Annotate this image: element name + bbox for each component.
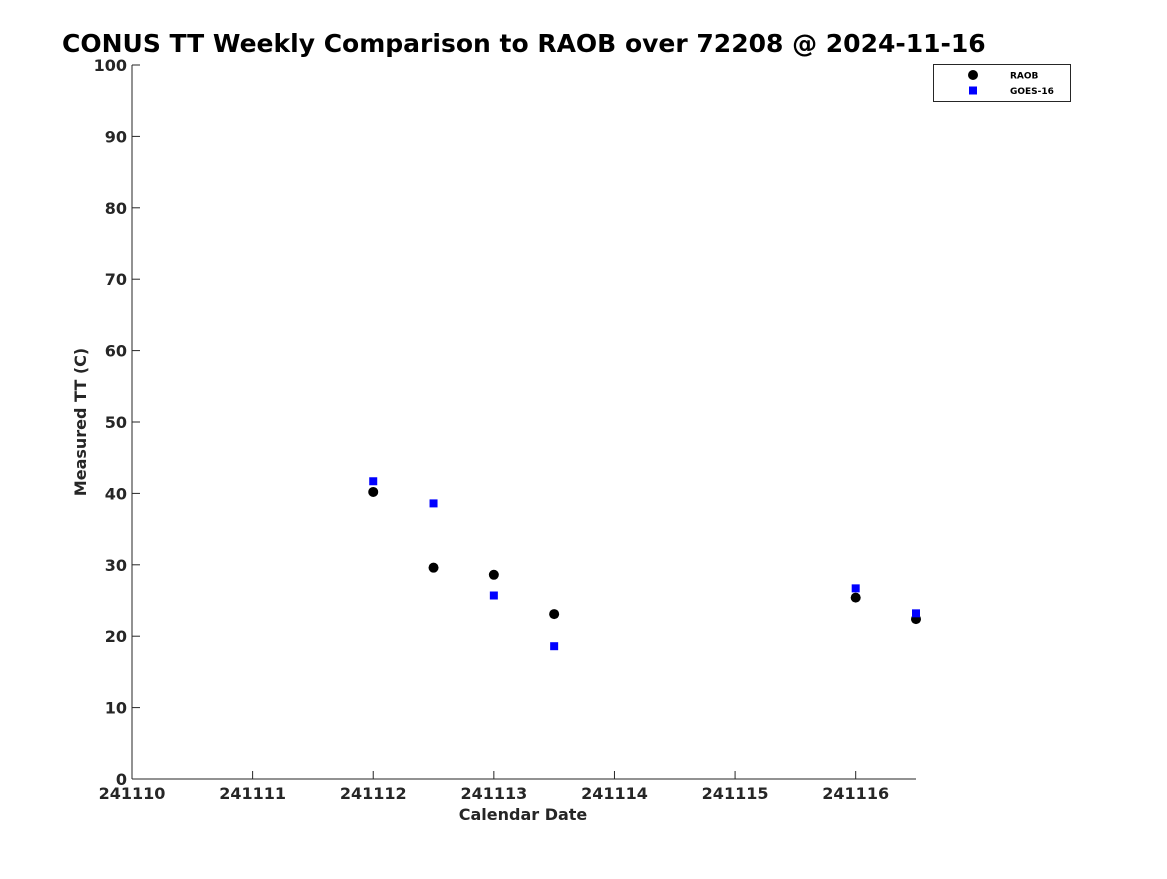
goes16-point — [369, 477, 378, 486]
goes16-point — [550, 642, 559, 651]
raob-point — [488, 569, 499, 580]
y-tick-label: 10 — [105, 699, 127, 718]
ticks: 0 10 20 30 40 50 60 70 80 90 100 241110 241111 241112… — [94, 56, 889, 803]
y-tick-label: 60 — [105, 342, 127, 361]
y-axis-label: Measured TT (C) — [71, 348, 90, 496]
y-tick-label: 30 — [105, 556, 127, 575]
x-tick-label: 241114 — [581, 784, 648, 803]
raob-point — [850, 592, 861, 603]
legend-box — [933, 64, 1071, 102]
x-tick-label: 241115 — [702, 784, 769, 803]
legend-label: RAOB — [1010, 72, 1039, 82]
x-tick-label: 241113 — [460, 784, 527, 803]
raob-point — [549, 609, 560, 620]
goes16-point — [489, 591, 498, 600]
axes — [131, 65, 916, 780]
y-tick-label: 70 — [105, 270, 127, 289]
x-axis-label: Calendar Date — [459, 805, 588, 824]
y-tick-label: 100 — [94, 56, 127, 75]
y-tick-label: 40 — [105, 484, 127, 503]
raob-point — [368, 486, 379, 497]
x-tick-label: 241110 — [99, 784, 166, 803]
goes16-point — [851, 584, 860, 593]
goes16-point — [429, 499, 438, 508]
legend: RAOB GOES-16 — [933, 64, 1071, 102]
goes16-point — [912, 609, 920, 618]
chart-title: CONUS TT Weekly Comparison to RAOB over … — [62, 29, 986, 58]
x-tick-label: 241112 — [340, 784, 407, 803]
legend-label: GOES-16 — [1010, 87, 1054, 97]
y-tick-label: 50 — [105, 413, 127, 432]
legend-marker-raob — [968, 70, 978, 80]
data-points — [368, 477, 921, 651]
x-tick-label: 241111 — [219, 784, 286, 803]
y-tick-label: 90 — [105, 127, 127, 146]
y-tick-label: 20 — [105, 627, 127, 646]
x-tick-label: 241116 — [822, 784, 889, 803]
raob-point — [428, 562, 439, 573]
y-tick-label: 80 — [105, 199, 127, 218]
legend-marker-goes16 — [969, 86, 977, 95]
y-tick-label: 0 — [116, 770, 127, 789]
